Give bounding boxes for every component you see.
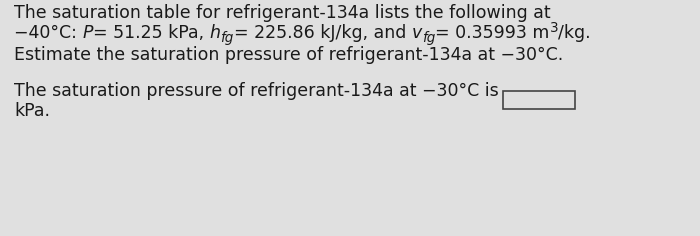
Text: v: v bbox=[412, 24, 422, 42]
Text: h: h bbox=[209, 24, 220, 42]
Text: The saturation table for refrigerant-134a lists the following at: The saturation table for refrigerant-134… bbox=[14, 4, 551, 22]
Text: P: P bbox=[83, 24, 93, 42]
Text: kPa.: kPa. bbox=[14, 102, 50, 120]
Bar bbox=[503, 91, 575, 109]
Text: = 225.86 kJ/kg, and: = 225.86 kJ/kg, and bbox=[234, 24, 412, 42]
Text: fg: fg bbox=[422, 31, 435, 45]
Text: = 0.35993 m: = 0.35993 m bbox=[435, 24, 550, 42]
Text: The saturation pressure of refrigerant-134a at −30°C is: The saturation pressure of refrigerant-1… bbox=[14, 82, 498, 100]
Text: Estimate the saturation pressure of refrigerant-134a at −30°C.: Estimate the saturation pressure of refr… bbox=[14, 46, 564, 64]
Text: = 51.25 kPa,: = 51.25 kPa, bbox=[93, 24, 209, 42]
Text: fg: fg bbox=[220, 31, 234, 45]
Text: −40°C:: −40°C: bbox=[14, 24, 83, 42]
Text: /kg.: /kg. bbox=[559, 24, 591, 42]
Text: 3: 3 bbox=[550, 21, 559, 35]
